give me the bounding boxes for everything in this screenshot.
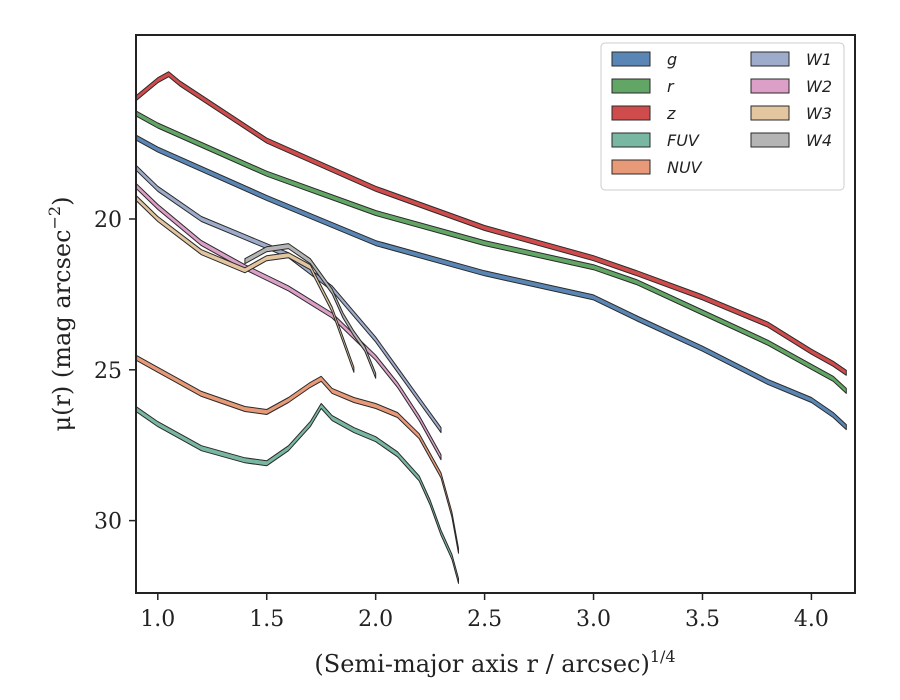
y-axis-label-close: ) bbox=[48, 197, 76, 206]
y-ticks: 20 25 30 bbox=[94, 208, 136, 535]
legend-swatch-g bbox=[611, 51, 651, 67]
series-layer bbox=[136, 71, 847, 584]
series-g-band bbox=[136, 134, 847, 431]
series-fuv-band bbox=[136, 403, 459, 584]
legend-swatch-nuv bbox=[611, 159, 651, 175]
series-nuv-band bbox=[136, 354, 459, 554]
x-tick-label: 3.0 bbox=[576, 607, 611, 632]
y-tick-label: 25 bbox=[94, 359, 122, 384]
y-tick-label: 20 bbox=[94, 208, 122, 233]
x-tick-label: 1.5 bbox=[249, 607, 284, 632]
x-tick-label: 3.5 bbox=[685, 607, 720, 632]
legend-label-r: r bbox=[667, 77, 675, 96]
legend-swatch-w1 bbox=[750, 51, 790, 67]
y-axis-label-sup: −2 bbox=[45, 206, 64, 230]
legend-label-fuv: FUV bbox=[667, 131, 700, 150]
legend-swatch-w3 bbox=[750, 105, 790, 121]
legend-swatch-w2 bbox=[750, 78, 790, 94]
legend-label-nuv: NUV bbox=[667, 158, 703, 177]
legend: grz FUV NUV W1 W2 W3 W4 bbox=[600, 42, 845, 191]
legend-label-w4: W4 bbox=[806, 131, 832, 150]
series-z-band bbox=[136, 71, 847, 376]
legend-label-w1: W1 bbox=[806, 50, 832, 69]
legend-items: grz FUV NUV W1 W2 W3 W4 bbox=[611, 50, 832, 177]
x-tick-label: 2.5 bbox=[467, 607, 502, 632]
x-ticks: 1.0 1.5 2.0 2.5 3.0 3.5 4.0 bbox=[140, 593, 829, 632]
series-w4-band bbox=[244, 243, 377, 379]
x-axis-label: (Semi-major axis r / arcsec)1/4 bbox=[314, 647, 675, 678]
series-w2-band bbox=[136, 182, 442, 461]
plot-frame bbox=[135, 34, 856, 594]
series-r-band bbox=[136, 110, 847, 394]
series-w3-band bbox=[136, 194, 355, 373]
legend-label-w2: W2 bbox=[806, 77, 832, 96]
y-axis-label-main: μ(r) (mag arcsec bbox=[48, 229, 76, 431]
legend-label-w3: W3 bbox=[806, 104, 832, 123]
x-axis-label-sup: 1/4 bbox=[650, 647, 676, 666]
legend-label-g: g bbox=[667, 50, 677, 69]
y-axis-label: μ(r) (mag arcsec−2) bbox=[45, 197, 76, 432]
series-w1-band bbox=[136, 164, 442, 434]
y-tick-label: 30 bbox=[94, 510, 122, 535]
legend-swatch-fuv bbox=[611, 132, 651, 148]
legend-swatch-w4 bbox=[750, 132, 790, 148]
legend-swatch-z bbox=[611, 105, 651, 121]
x-axis-label-main: (Semi-major axis r / arcsec) bbox=[314, 650, 649, 678]
legend-swatch-r bbox=[611, 78, 651, 94]
legend-label-z: z bbox=[666, 104, 676, 123]
x-tick-label: 4.0 bbox=[794, 607, 829, 632]
x-tick-label: 1.0 bbox=[140, 607, 175, 632]
x-tick-label: 2.0 bbox=[358, 607, 393, 632]
